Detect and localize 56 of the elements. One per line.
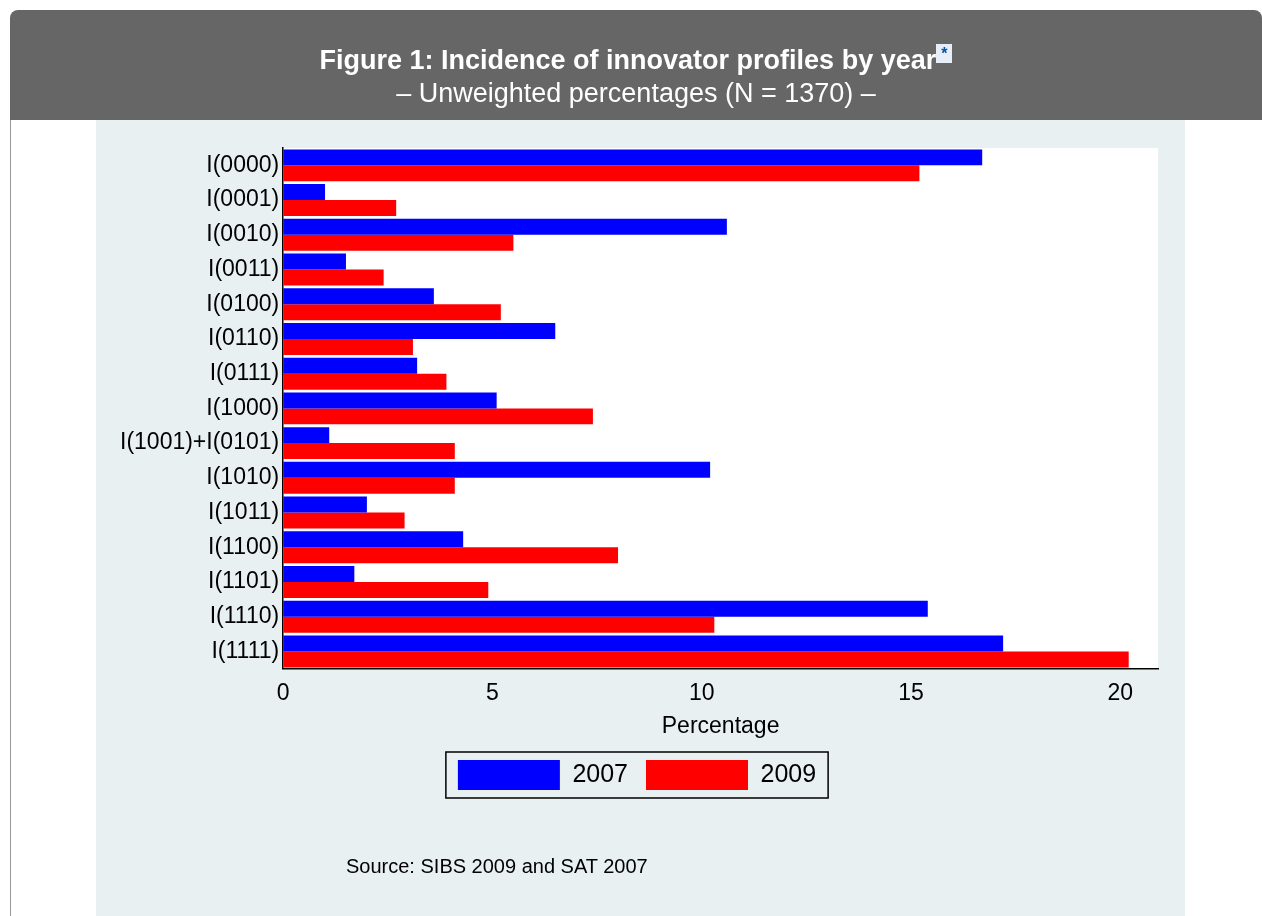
bar bbox=[283, 357, 418, 374]
y-tick-label: I(1111) bbox=[211, 636, 280, 663]
bar bbox=[283, 651, 1129, 668]
y-tick-label: I(1001)+I(0101) bbox=[119, 428, 280, 455]
bar bbox=[283, 200, 397, 217]
bar bbox=[283, 304, 501, 321]
x-tick-label: 10 bbox=[688, 678, 715, 705]
x-tick-label: 5 bbox=[486, 678, 499, 705]
bar bbox=[283, 408, 593, 425]
x-axis-title: Percentage bbox=[661, 711, 780, 738]
y-tick-label: I(1011) bbox=[208, 497, 280, 524]
bar bbox=[283, 234, 514, 251]
y-tick-label: I(1100) bbox=[208, 532, 280, 559]
bar bbox=[283, 547, 619, 564]
x-tick-label: 15 bbox=[898, 678, 924, 705]
y-tick-label: I(1101) bbox=[208, 567, 280, 594]
legend-label: 2007 bbox=[572, 758, 629, 787]
y-tick-label: I(0100) bbox=[206, 289, 280, 316]
bar bbox=[283, 392, 497, 409]
bar bbox=[283, 322, 556, 339]
y-tick-label: I(0110) bbox=[208, 324, 280, 351]
y-tick-label: I(0001) bbox=[206, 185, 280, 212]
bar bbox=[283, 461, 711, 478]
chart-title: Figure 1: Incidence of innovator profiles by year$^{*}$ bbox=[318, 44, 949, 76]
bar bbox=[283, 373, 447, 390]
legend-label: 2009 bbox=[760, 758, 817, 787]
bar bbox=[283, 253, 346, 270]
bar bbox=[283, 582, 489, 598]
bar bbox=[283, 477, 455, 494]
y-tick-label: I(0000) bbox=[206, 150, 280, 177]
bar bbox=[283, 338, 413, 355]
chart-subtitle: – Unweighted percentages (N = 1370) – bbox=[395, 78, 877, 109]
bar bbox=[283, 635, 1004, 652]
x-tick-label: 0 bbox=[276, 678, 290, 705]
bar bbox=[283, 269, 384, 286]
bar bbox=[283, 218, 727, 235]
bar bbox=[283, 600, 928, 617]
x-tick-label: 20 bbox=[1107, 678, 1134, 705]
y-tick-label: I(0011) bbox=[208, 254, 280, 281]
source-note: Source: SIBS 2009 and SAT 2007 bbox=[346, 855, 648, 878]
bar bbox=[283, 149, 983, 166]
bar bbox=[283, 512, 405, 529]
bar bbox=[283, 184, 326, 201]
bar bbox=[283, 531, 464, 548]
y-tick-label: I(1010) bbox=[206, 463, 280, 490]
y-tick-label: I(1110) bbox=[209, 602, 280, 629]
y-tick-label: I(0111) bbox=[209, 359, 280, 386]
bar bbox=[283, 616, 715, 633]
bar bbox=[283, 288, 434, 305]
bar bbox=[283, 427, 330, 444]
bar bbox=[283, 443, 455, 460]
y-tick-label: I(0010) bbox=[206, 220, 280, 247]
y-tick-label: I(1000) bbox=[206, 393, 280, 420]
bar bbox=[283, 496, 367, 513]
bar bbox=[283, 566, 355, 582]
bar bbox=[283, 165, 920, 182]
